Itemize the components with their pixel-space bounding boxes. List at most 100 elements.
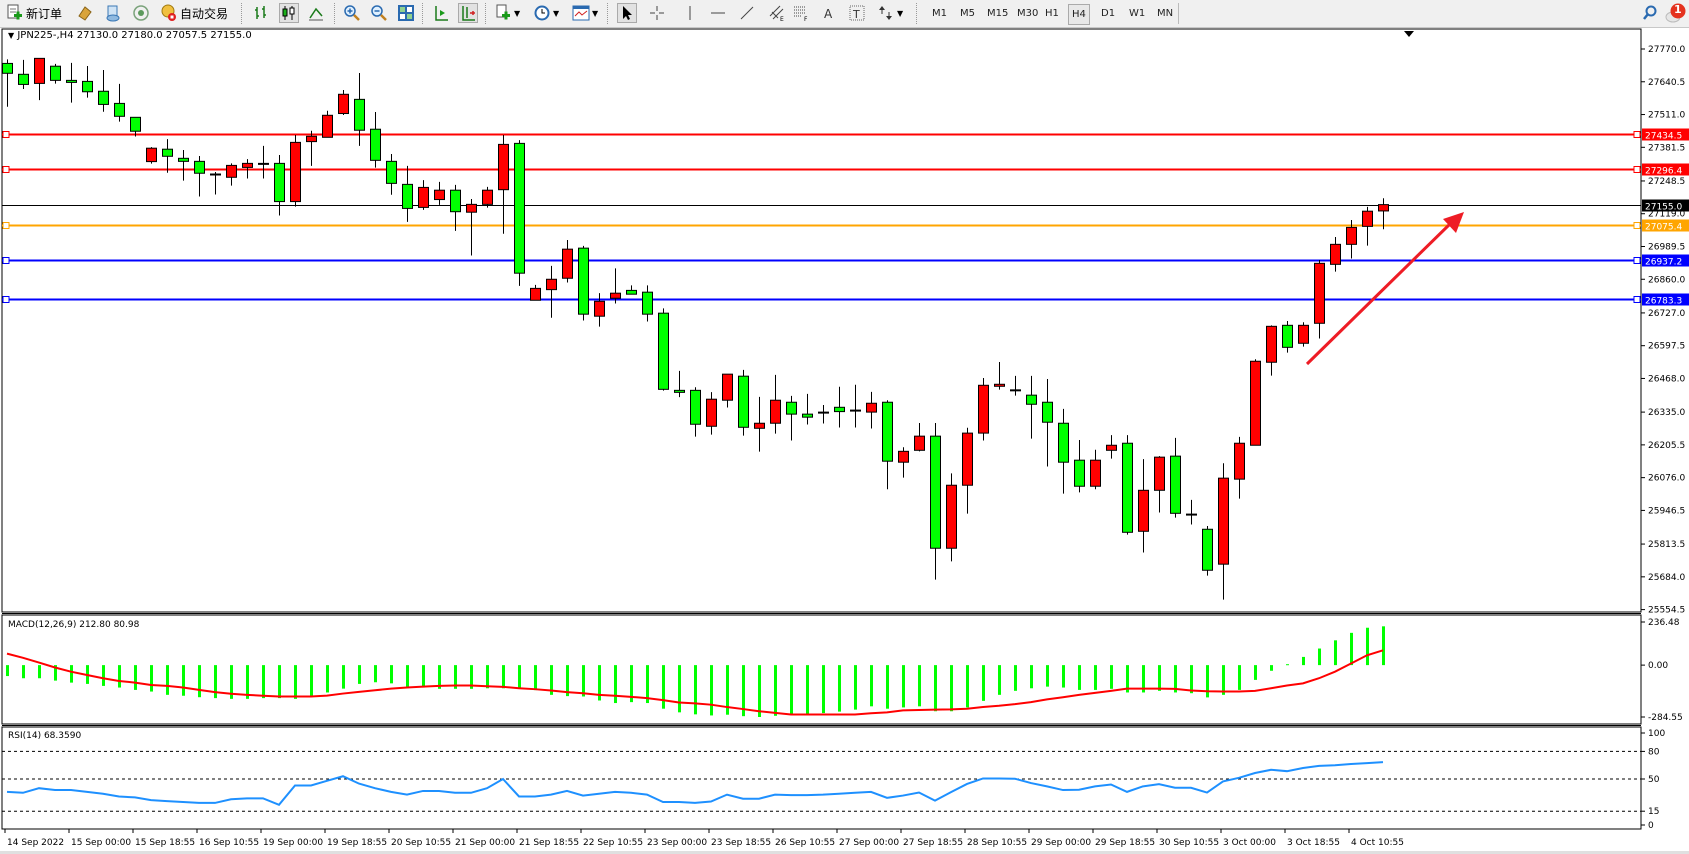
time-tick-label: 3 Oct 18:55: [1287, 838, 1340, 848]
timeframe-h1-button[interactable]: H1: [1045, 8, 1059, 19]
vertical-line-icon[interactable]: [681, 4, 699, 22]
macd-histogram-bar: [982, 665, 985, 701]
line-chart-icon[interactable]: [307, 4, 325, 22]
tile-windows-icon[interactable]: [397, 4, 415, 22]
macd-histogram-bar: [262, 665, 265, 699]
resistance-line-handle[interactable]: [1633, 166, 1641, 173]
rsi-tick-label: 100: [1648, 729, 1665, 739]
data-window-icon[interactable]: [104, 4, 122, 22]
macd-histogram-bar: [694, 665, 697, 715]
time-tick-label: 19 Sep 18:55: [327, 838, 387, 848]
support-line-handle[interactable]: [1633, 257, 1641, 264]
resistance-line-handle[interactable]: [2, 166, 10, 173]
timeframe-m15-button[interactable]: M15: [987, 8, 1009, 19]
trend-arrow-shaft[interactable]: [1305, 220, 1454, 366]
macd-histogram-bar: [614, 665, 617, 704]
time-tick-label: 21 Sep 18:55: [519, 838, 579, 848]
pivot-line-handle[interactable]: [2, 222, 10, 229]
crosshair-icon[interactable]: [648, 4, 666, 22]
bullish-candle: [498, 143, 509, 191]
bearish-candle: [1202, 528, 1213, 571]
timeframe-m5-button[interactable]: M5: [960, 8, 975, 19]
collapse-triangle-icon[interactable]: ▼: [8, 31, 15, 40]
new-order-button[interactable]: 新订单: [6, 3, 62, 23]
resistance-line-handle[interactable]: [2, 131, 10, 138]
trend-arrow-head[interactable]: [1443, 212, 1464, 233]
price-tick-label: 27770.0: [1648, 45, 1685, 55]
support-line-handle[interactable]: [2, 257, 10, 264]
rsi-tick-label: 50: [1648, 775, 1660, 785]
chart-header: ▼ JPN225-,H4 27130.0 27180.0 27057.5 271…: [8, 30, 252, 41]
price-chart[interactable]: 27770.0 27640.5 27511.0 27381.5 27248.5 27119…: [0, 28, 1689, 854]
macd-histogram-bar: [566, 665, 569, 697]
time-tick-label: 15 Sep 18:55: [135, 838, 195, 848]
bearish-candle: [66, 79, 77, 83]
bullish-candle: [226, 164, 237, 178]
bar-chart-icon[interactable]: [252, 4, 270, 22]
macd-histogram-bar: [294, 665, 297, 699]
search-icon[interactable]: [1641, 4, 1659, 22]
timeframe-m30-button[interactable]: M30: [1017, 8, 1039, 19]
resistance-line-handle[interactable]: [1633, 131, 1641, 138]
cursor-icon[interactable]: [617, 3, 637, 23]
text-tool-icon[interactable]: A: [820, 4, 838, 22]
chart-window[interactable]: 27770.0 27640.5 27511.0 27381.5 27248.5 27119…: [0, 28, 1689, 854]
chevron-down-icon: ▼: [553, 8, 560, 18]
macd-histogram-bar: [1046, 665, 1049, 687]
macd-histogram-bar: [246, 665, 249, 699]
auto-scroll-icon[interactable]: [458, 3, 478, 23]
chart-shift-icon[interactable]: [432, 4, 450, 22]
candlestick-chart-icon[interactable]: [279, 3, 299, 23]
time-tick-label: 30 Sep 10:55: [1159, 838, 1219, 848]
equidistant-channel-icon[interactable]: E: [768, 4, 786, 22]
periods-dropdown[interactable]: ▼: [533, 3, 559, 23]
toolbar-separator: [916, 3, 918, 24]
time-tick-label: 22 Sep 10:55: [583, 838, 643, 848]
macd-histogram-bar: [406, 665, 409, 687]
timeframe-d1-button[interactable]: D1: [1101, 8, 1116, 19]
macd-histogram-bar: [758, 665, 761, 717]
timeframe-w1-button[interactable]: W1: [1129, 8, 1146, 19]
macd-histogram-bar: [1366, 627, 1369, 666]
arrows-icon: [879, 6, 892, 20]
timeframe-mn-button[interactable]: MN: [1157, 8, 1174, 19]
macd-histogram-bar: [1030, 665, 1033, 689]
fibonacci-icon[interactable]: F: [792, 4, 810, 22]
price-tick-label: 26468.0: [1648, 374, 1685, 384]
bullish-candle: [1314, 262, 1325, 324]
support-line-handle[interactable]: [2, 296, 10, 303]
price-tick-label: 27119.0: [1648, 210, 1685, 220]
templates-dropdown[interactable]: ▼: [572, 3, 598, 23]
zoom-in-icon[interactable]: [343, 4, 361, 22]
indicators-dropdown[interactable]: ▼: [494, 3, 520, 23]
time-tick-label: 27 Sep 00:00: [839, 838, 899, 848]
timeframe-m1-button[interactable]: M1: [932, 8, 947, 19]
zoom-out-icon[interactable]: [370, 4, 388, 22]
svg-text:F: F: [804, 16, 808, 22]
timeframe-h4-button[interactable]: H4: [1068, 4, 1090, 25]
text-label-icon[interactable]: T: [848, 4, 866, 22]
horizontal-line-icon[interactable]: [709, 4, 727, 22]
bearish-candle: [642, 291, 653, 315]
resistance-line-price-label: 27296.4: [1645, 167, 1682, 177]
macd-histogram-bar: [646, 665, 649, 704]
bullish-candle: [978, 384, 989, 434]
signal-icon[interactable]: [132, 4, 150, 22]
macd-histogram-bar: [470, 665, 473, 689]
toolbar: 新订单 自动交易 ▼ ▼ ▼ E F A T ▼ M1 M5 M15 M30 H1 H4 D…: [0, 0, 1689, 28]
auto-trading-button[interactable]: 自动交易: [160, 3, 228, 23]
arrows-dropdown[interactable]: ▼: [877, 3, 903, 23]
macd-histogram-bar: [54, 665, 57, 681]
macd-histogram-bar: [662, 665, 665, 709]
macd-histogram-bar: [838, 665, 841, 712]
market-watch-icon[interactable]: [76, 4, 94, 22]
price-tick-label: 26727.0: [1648, 309, 1685, 319]
trendline-icon[interactable]: [738, 4, 756, 22]
bullish-candle: [946, 484, 957, 549]
macd-histogram-bar: [950, 665, 953, 712]
macd-histogram-bar: [438, 665, 441, 689]
support-line-handle[interactable]: [1633, 296, 1641, 303]
chart-shift-marker[interactable]: [1404, 31, 1414, 37]
pivot-line-handle[interactable]: [1633, 222, 1641, 229]
notifications-button[interactable]: 1: [1664, 2, 1686, 24]
